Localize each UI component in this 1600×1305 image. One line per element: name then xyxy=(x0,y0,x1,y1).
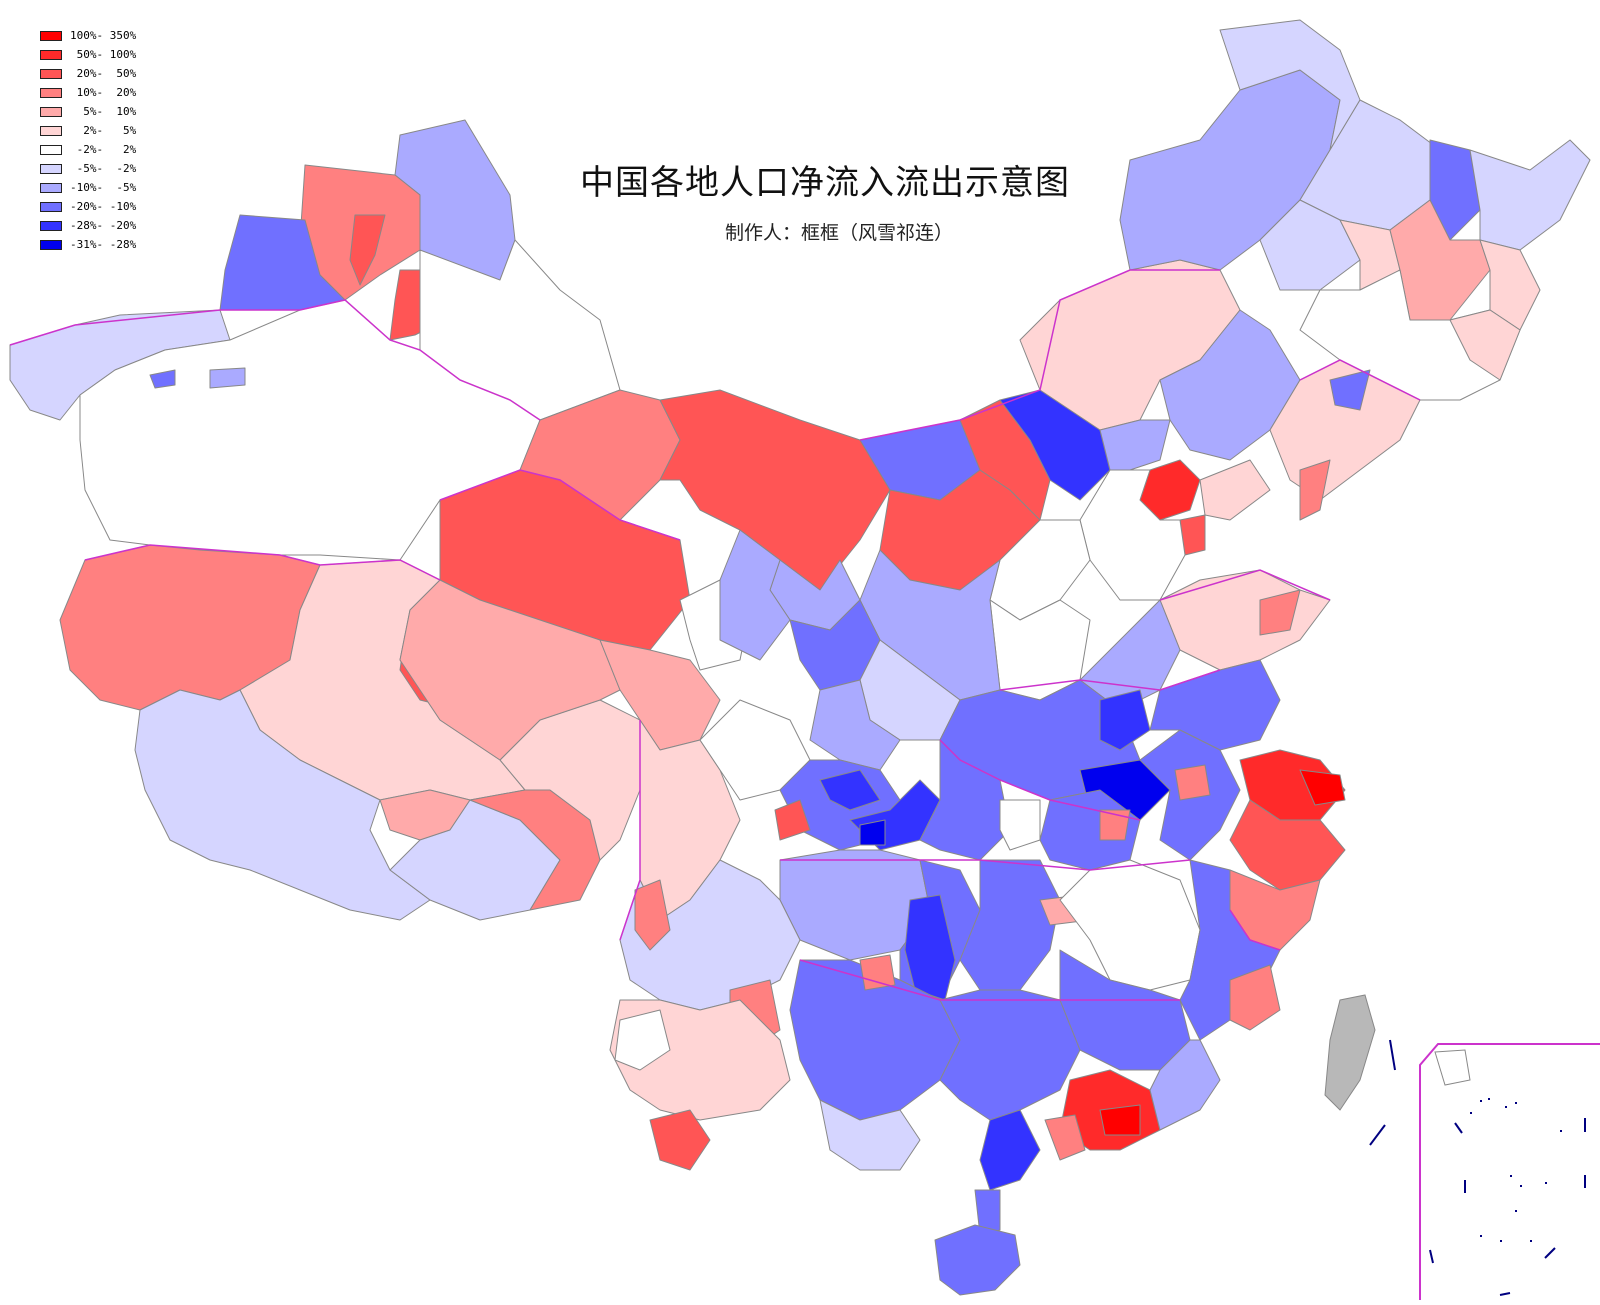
map-legend: 100%- 350% 50%- 100% 20%- 50% 10%- 20% 5… xyxy=(40,26,136,254)
legend-label: 20%- 50% xyxy=(70,67,137,80)
region-lijiang xyxy=(634,879,671,951)
legend-swatch xyxy=(40,144,62,155)
map-regions xyxy=(9,19,1591,1296)
legend-item: -20%- -10% xyxy=(40,197,136,216)
taiwan xyxy=(1324,994,1376,1111)
legend-item: 100%- 350% xyxy=(40,26,136,45)
region-shandong xyxy=(1159,569,1331,671)
region-jiujiang xyxy=(1099,809,1131,841)
legend-swatch xyxy=(40,239,62,250)
region-jiangxi xyxy=(1059,859,1201,991)
legend-swatch xyxy=(40,106,62,117)
region-wuhan xyxy=(999,799,1041,851)
legend-label: 5%- 10% xyxy=(70,105,137,118)
legend-item: -10%- -5% xyxy=(40,178,136,197)
legend-label: 10%- 20% xyxy=(70,86,137,99)
region-shenzhen xyxy=(1099,1104,1141,1136)
legend-item: 10%- 20% xyxy=(40,83,136,102)
region-small-blue-2 xyxy=(209,367,246,389)
region-fuxin xyxy=(1329,369,1371,411)
legend-item: -31%- -28% xyxy=(40,235,136,254)
region-qingdao xyxy=(1259,589,1301,636)
legend-item: 2%- 5% xyxy=(40,121,136,140)
region-hainan xyxy=(934,1224,1021,1296)
region-jiangmen xyxy=(1044,1114,1086,1161)
legend-swatch xyxy=(40,30,62,41)
legend-swatch xyxy=(40,220,62,231)
legend-label: -20%- -10% xyxy=(70,200,137,213)
region-tangshan xyxy=(1199,459,1271,521)
region-jiamusi xyxy=(1469,139,1591,251)
legend-label: -28%- -20% xyxy=(70,219,137,232)
legend-swatch xyxy=(40,163,62,174)
region-small-blue-1 xyxy=(149,369,176,389)
legend-label: -2%- 2% xyxy=(70,143,137,156)
region-yichun xyxy=(1429,139,1481,241)
legend-label: 100%- 350% xyxy=(70,29,137,42)
region-zhanjiang xyxy=(979,1109,1041,1191)
legend-label: 50%- 100% xyxy=(70,48,137,61)
legend-swatch xyxy=(40,49,62,60)
region-hefei xyxy=(1174,764,1211,801)
legend-label: -5%- -2% xyxy=(70,162,137,175)
region-karamay xyxy=(349,214,386,286)
region-shanghai xyxy=(1299,769,1346,806)
region-sichuan-dark xyxy=(819,769,881,811)
legend-item: 50%- 100% xyxy=(40,45,136,64)
legend-swatch xyxy=(40,68,62,79)
region-chongqing-core xyxy=(859,819,886,846)
region-zhoukou xyxy=(1099,689,1151,751)
legend-swatch xyxy=(40,87,62,98)
legend-item: -5%- -2% xyxy=(40,159,136,178)
legend-label: -10%- -5% xyxy=(70,181,137,194)
region-leizhou xyxy=(974,1189,1001,1236)
region-guangdong-west xyxy=(939,989,1081,1121)
region-xiamen xyxy=(1229,964,1281,1031)
map-subtitle: 制作人：框框（风雪祁连） xyxy=(725,222,954,244)
legend-item: -2%- 2% xyxy=(40,140,136,159)
legend-item: -28%- -20% xyxy=(40,216,136,235)
region-yunnan-north xyxy=(619,859,801,1011)
legend-swatch xyxy=(40,125,62,136)
region-dali xyxy=(614,1009,671,1071)
region-yanbian xyxy=(1449,309,1521,381)
region-zhangjiakou xyxy=(1099,419,1171,471)
region-dalian xyxy=(1299,459,1331,521)
legend-swatch xyxy=(40,182,62,193)
legend-item: 20%- 50% xyxy=(40,64,136,83)
region-yushu xyxy=(399,579,621,761)
coastal-dashes xyxy=(1369,1039,1396,1146)
region-guilin xyxy=(859,954,896,991)
region-hanzhong xyxy=(809,679,901,771)
region-jiangsu-north xyxy=(1149,659,1281,751)
south-china-sea-inset xyxy=(1419,1043,1600,1300)
legend-item: 5%- 10% xyxy=(40,102,136,121)
province-borders xyxy=(9,269,1421,1001)
region-guangdong-east xyxy=(1149,1039,1221,1131)
region-xishuangbanna xyxy=(649,1109,711,1171)
region-gansu-south xyxy=(719,529,791,661)
region-panzhihua xyxy=(774,799,811,841)
region-guangxi-south xyxy=(819,1099,921,1171)
legend-swatch xyxy=(40,201,62,212)
map-title: 中国各地人口净流入流出示意图 xyxy=(580,163,1070,203)
legend-label: -31%- -28% xyxy=(70,238,137,251)
region-hunan-east xyxy=(959,859,1061,991)
legend-label: 2%- 5% xyxy=(70,124,137,137)
